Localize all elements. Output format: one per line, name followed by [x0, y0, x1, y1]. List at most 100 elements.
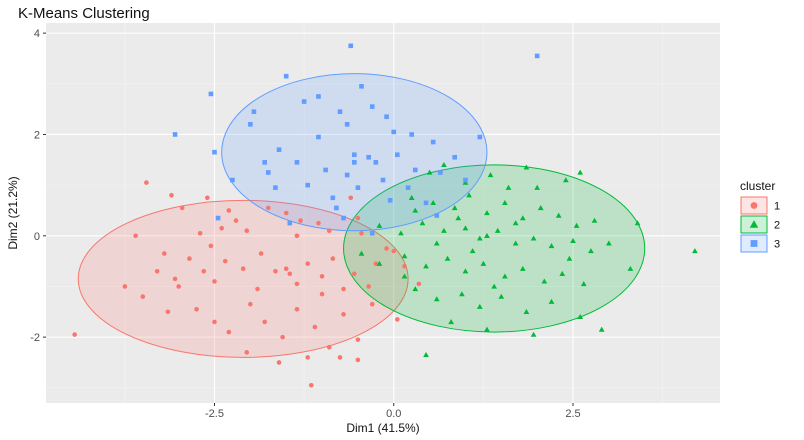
cluster-2-point	[401, 273, 408, 279]
cluster-2-point	[519, 215, 526, 221]
legend: cluster 1 2 3	[740, 179, 780, 253]
cluster-1-point	[355, 337, 361, 342]
cluster-2-point	[588, 248, 594, 254]
cluster-1-point	[208, 243, 214, 249]
cluster-3-point	[341, 215, 346, 221]
cluster-3-ellipse	[221, 73, 488, 232]
cluster-1-point	[187, 256, 192, 261]
cluster-2-point	[577, 313, 584, 320]
axis-ticks: -2.5 0.0 2.5 -2 0 2 4	[30, 28, 580, 420]
cluster-2-point	[562, 177, 569, 183]
cluster-3-point	[330, 195, 336, 201]
cluster-3-point	[230, 177, 235, 183]
cluster-3-point	[348, 43, 354, 49]
cluster-2-point	[692, 248, 698, 254]
cluster-1-point	[348, 195, 354, 201]
cluster-2-point	[512, 220, 519, 226]
y-tick-label: 2	[34, 129, 40, 141]
cluster-3-point	[344, 122, 350, 127]
cluster-1-point	[276, 360, 282, 365]
cluster-1-point	[384, 246, 389, 251]
cluster-2-point	[466, 192, 472, 198]
plot-panel	[46, 23, 720, 403]
cluster-2-point	[566, 255, 573, 261]
cluster-1-point	[373, 261, 379, 266]
y-tick-label: 0	[34, 231, 40, 243]
cluster-2-point	[523, 164, 530, 170]
cluster-2-point	[441, 161, 447, 168]
cluster-3-point	[430, 139, 436, 145]
cluster-1-point	[248, 301, 253, 307]
chart-title: K-Means Clustering	[18, 5, 150, 22]
cluster-1-point	[212, 319, 217, 325]
cluster-1-point	[244, 228, 250, 234]
legend-symbol-3	[750, 240, 758, 247]
cluster-3-point	[172, 132, 178, 137]
cluster-1-point	[312, 324, 318, 330]
cluster-3-point	[287, 220, 293, 226]
cluster-2-point	[412, 286, 419, 292]
cluster-3-point	[352, 160, 357, 165]
cluster-2-point	[541, 278, 548, 284]
cluster-1-point	[294, 281, 300, 287]
cluster-1-point	[416, 281, 422, 287]
cluster-3-point	[251, 109, 257, 114]
cluster-1-point	[316, 220, 321, 226]
cluster-3-point	[273, 185, 278, 190]
cluster-1-point	[319, 291, 325, 297]
cluster-3-point	[412, 167, 418, 173]
cluster-2-point	[484, 210, 490, 216]
cluster-3-point	[369, 104, 375, 109]
cluster-2-point	[458, 291, 465, 297]
cluster-2-point	[358, 250, 365, 256]
cluster-3-point	[452, 154, 458, 160]
cluster-2-point	[627, 265, 634, 271]
cluster-1-point	[391, 248, 397, 254]
cluster-2-point	[634, 220, 641, 226]
cluster-3-point	[477, 134, 483, 140]
cluster-3-point	[283, 73, 289, 79]
cluster-3-point	[384, 114, 389, 120]
cluster-2-point	[580, 281, 587, 287]
cluster-3-point	[212, 149, 217, 155]
cluster-3-point	[248, 122, 253, 127]
cluster-1-point	[165, 309, 171, 315]
legend-symbol-1	[750, 202, 758, 209]
cluster-1-point	[72, 332, 77, 337]
grid-lines	[46, 23, 720, 403]
cluster-1-point	[283, 266, 289, 272]
cluster-1-point	[222, 258, 228, 264]
cluster-1-point	[273, 268, 278, 274]
cluster-1-point	[212, 279, 217, 284]
legend-title: cluster	[740, 179, 775, 193]
cluster-1-ellipse	[77, 199, 409, 358]
cluster-1-point	[352, 271, 357, 277]
cluster-1-point	[122, 284, 128, 289]
cluster-1-point	[355, 215, 361, 221]
cluster-2-point	[480, 260, 487, 266]
cluster-1-point	[205, 195, 210, 201]
cluster-1-point	[265, 205, 271, 211]
cluster-1-point	[219, 225, 224, 231]
cluster-2-point	[398, 230, 404, 236]
cluster-2-point	[573, 222, 580, 228]
cluster-3-point	[323, 167, 328, 173]
cluster-2-point	[598, 326, 605, 332]
cluster-2-point	[498, 293, 505, 299]
cluster-2-point	[408, 194, 415, 200]
cluster-1-point	[294, 306, 300, 312]
cluster-2-point	[433, 296, 440, 302]
legend-label-2: 2	[774, 220, 780, 232]
cluster-3-point	[208, 91, 214, 97]
cluster-3-point	[387, 198, 393, 203]
cluster-1-point	[258, 251, 264, 256]
cluster-1-point	[305, 355, 311, 360]
cluster-3-point	[463, 177, 468, 183]
cluster-1-point	[133, 233, 138, 239]
cluster-2-point	[476, 235, 483, 241]
cluster-1-point	[326, 344, 332, 350]
cluster-1-point	[359, 230, 364, 236]
cluster-2-point	[423, 351, 429, 358]
y-tick-label: -2	[30, 332, 40, 344]
cluster-2-point	[448, 319, 454, 325]
